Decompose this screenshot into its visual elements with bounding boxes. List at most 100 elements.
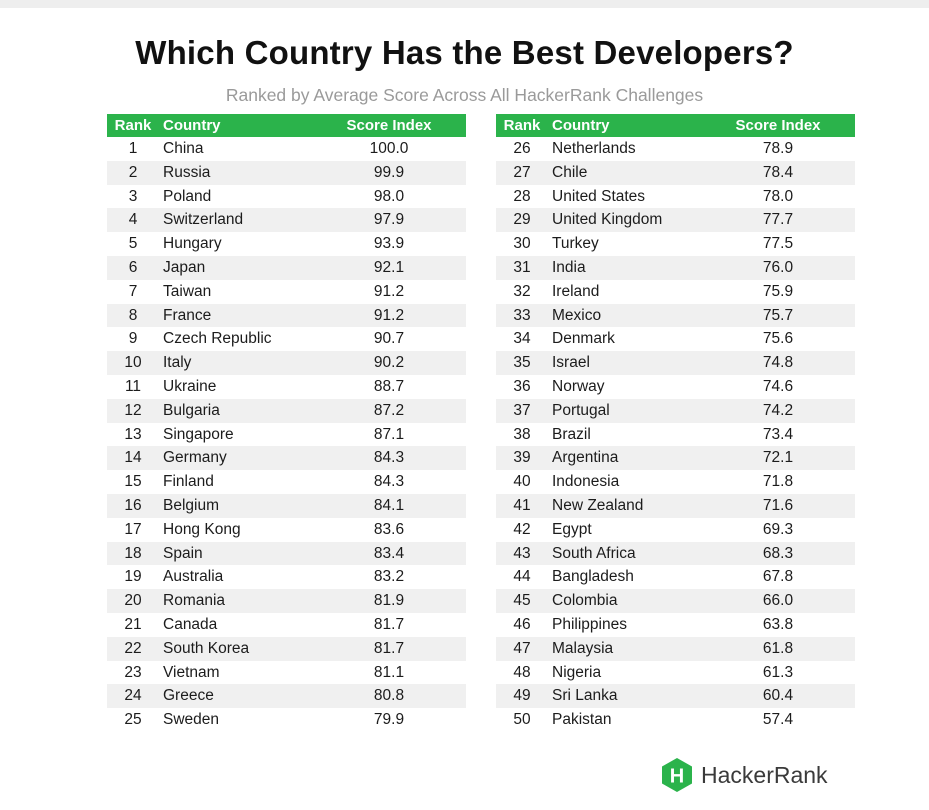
- rank-cell: 42: [513, 520, 531, 538]
- table-row: 28 United States 78.0: [496, 185, 855, 209]
- header-score-index: Score Index: [735, 117, 821, 134]
- country-cell: Switzerland: [163, 211, 244, 229]
- country-cell: Colombia: [552, 592, 618, 610]
- table-row: 33 Mexico 75.7: [496, 303, 855, 328]
- score-cell: 77.5: [762, 235, 794, 253]
- rank-cell: 26: [513, 140, 531, 157]
- table-header: Rank Country Score Index: [107, 114, 466, 137]
- country-cell: United States: [552, 187, 646, 205]
- country-cell: Pakistan: [552, 711, 612, 729]
- table-row: 1 China 100.0: [107, 137, 466, 161]
- rank-cell: 43: [513, 544, 531, 562]
- rank-cell: 29: [513, 211, 531, 229]
- table-row: 2 Russia 99.9: [107, 160, 466, 185]
- score-cell: 61.8: [762, 639, 794, 657]
- score-cell: 87.2: [373, 401, 405, 419]
- score-cell: 100.0: [369, 140, 409, 157]
- score-cell: 75.9: [762, 282, 794, 300]
- score-cell: 57.4: [762, 711, 794, 729]
- rank-cell: 36: [513, 377, 531, 395]
- country-cell: Malaysia: [552, 639, 614, 657]
- table-header: Rank Country Score Index: [496, 114, 855, 137]
- score-cell: 97.9: [373, 211, 405, 229]
- table-row: 46 Philippines 63.8: [496, 613, 855, 637]
- score-cell: 81.7: [373, 639, 405, 657]
- score-cell: 71.6: [762, 496, 794, 514]
- table-row: 12 Bulgaria 87.2: [107, 398, 466, 423]
- rank-cell: 40: [513, 473, 531, 491]
- country-cell: Russia: [163, 163, 211, 181]
- rank-cell: 50: [513, 711, 531, 729]
- table-row: 15 Finland 84.3: [107, 470, 466, 494]
- rank-cell: 3: [128, 187, 138, 205]
- table-row: 45 Colombia 66.0: [496, 589, 855, 613]
- rank-cell: 10: [124, 354, 142, 372]
- table-row: 14 Germany 84.3: [107, 446, 466, 471]
- rank-cell: 6: [128, 258, 138, 276]
- table-row: 3 Poland 98.0: [107, 185, 466, 209]
- country-cell: Israel: [552, 354, 590, 372]
- country-cell: Hungary: [163, 235, 222, 253]
- header-score-index: Score Index: [346, 117, 432, 134]
- country-cell: Netherlands: [552, 140, 636, 157]
- score-cell: 91.2: [373, 282, 405, 300]
- country-cell: Singapore: [163, 425, 234, 443]
- chart-subtitle: Ranked by Average Score Across All Hacke…: [225, 85, 704, 105]
- score-cell: 67.8: [762, 568, 794, 586]
- country-cell: Bangladesh: [552, 568, 634, 586]
- table-row: 34 Denmark 75.6: [496, 327, 855, 351]
- top-bar: [0, 0, 929, 8]
- country-cell: Taiwan: [163, 282, 212, 300]
- country-cell: Germany: [163, 449, 227, 467]
- logo-letter: H: [670, 766, 684, 788]
- table-body-left: 1 China 100.0 2 Russia 99.9 3 Poland 98.0 4 Switze…: [107, 137, 466, 732]
- table-row: 26 Netherlands 78.9: [496, 137, 855, 161]
- country-cell: Vietnam: [163, 663, 220, 681]
- country-cell: Ireland: [552, 282, 600, 300]
- rank-cell: 5: [128, 235, 138, 253]
- score-cell: 74.8: [762, 354, 794, 372]
- table-row: 23 Vietnam 81.1: [107, 661, 466, 685]
- rank-cell: 28: [513, 187, 531, 205]
- rank-cell: 47: [513, 639, 531, 657]
- rank-cell: 24: [124, 687, 142, 705]
- rank-cell: 48: [513, 663, 531, 681]
- score-cell: 78.0: [762, 187, 794, 205]
- score-cell: 90.7: [373, 330, 405, 348]
- score-cell: 87.1: [373, 425, 405, 443]
- table-row: 35 Israel 74.8: [496, 351, 855, 375]
- table-row: 40 Indonesia 71.8: [496, 470, 855, 494]
- table-row: 44 Bangladesh 67.8: [496, 565, 855, 589]
- table-row: 48 Nigeria 61.3: [496, 661, 855, 685]
- hackerrank-hexagon-icon: H: [662, 758, 692, 792]
- country-cell: China: [163, 140, 204, 157]
- table-row: 20 Romania 81.9: [107, 589, 466, 613]
- table-row: 50 Pakistan 57.4: [496, 708, 855, 732]
- score-cell: 81.1: [373, 663, 405, 681]
- score-cell: 81.7: [373, 615, 405, 633]
- table-row: 43 South Africa 68.3: [496, 541, 855, 566]
- table-row: 30 Turkey 77.5: [496, 232, 855, 256]
- table-row: 24 Greece 80.8: [107, 684, 466, 709]
- country-cell: Spain: [163, 544, 203, 562]
- country-cell: South Africa: [552, 544, 636, 562]
- rank-cell: 15: [124, 473, 142, 491]
- brand-name: HackerRank: [701, 762, 828, 788]
- score-cell: 93.9: [373, 235, 405, 253]
- rank-cell: 12: [124, 401, 142, 419]
- rank-cell: 31: [513, 258, 531, 276]
- score-cell: 69.3: [762, 520, 794, 538]
- rank-cell: 1: [128, 140, 138, 157]
- table-row: 47 Malaysia 61.8: [496, 636, 855, 661]
- country-cell: Mexico: [552, 306, 602, 324]
- country-cell: United Kingdom: [552, 211, 663, 229]
- score-cell: 98.0: [373, 187, 405, 205]
- table-row: 41 New Zealand 71.6: [496, 493, 855, 518]
- table-row: 22 South Korea 81.7: [107, 636, 466, 661]
- country-cell: Portugal: [552, 401, 610, 419]
- score-cell: 66.0: [762, 592, 794, 610]
- table-row: 39 Argentina 72.1: [496, 446, 855, 471]
- country-cell: New Zealand: [552, 496, 644, 514]
- table-row: 38 Brazil 73.4: [496, 423, 855, 447]
- score-cell: 63.8: [762, 615, 794, 633]
